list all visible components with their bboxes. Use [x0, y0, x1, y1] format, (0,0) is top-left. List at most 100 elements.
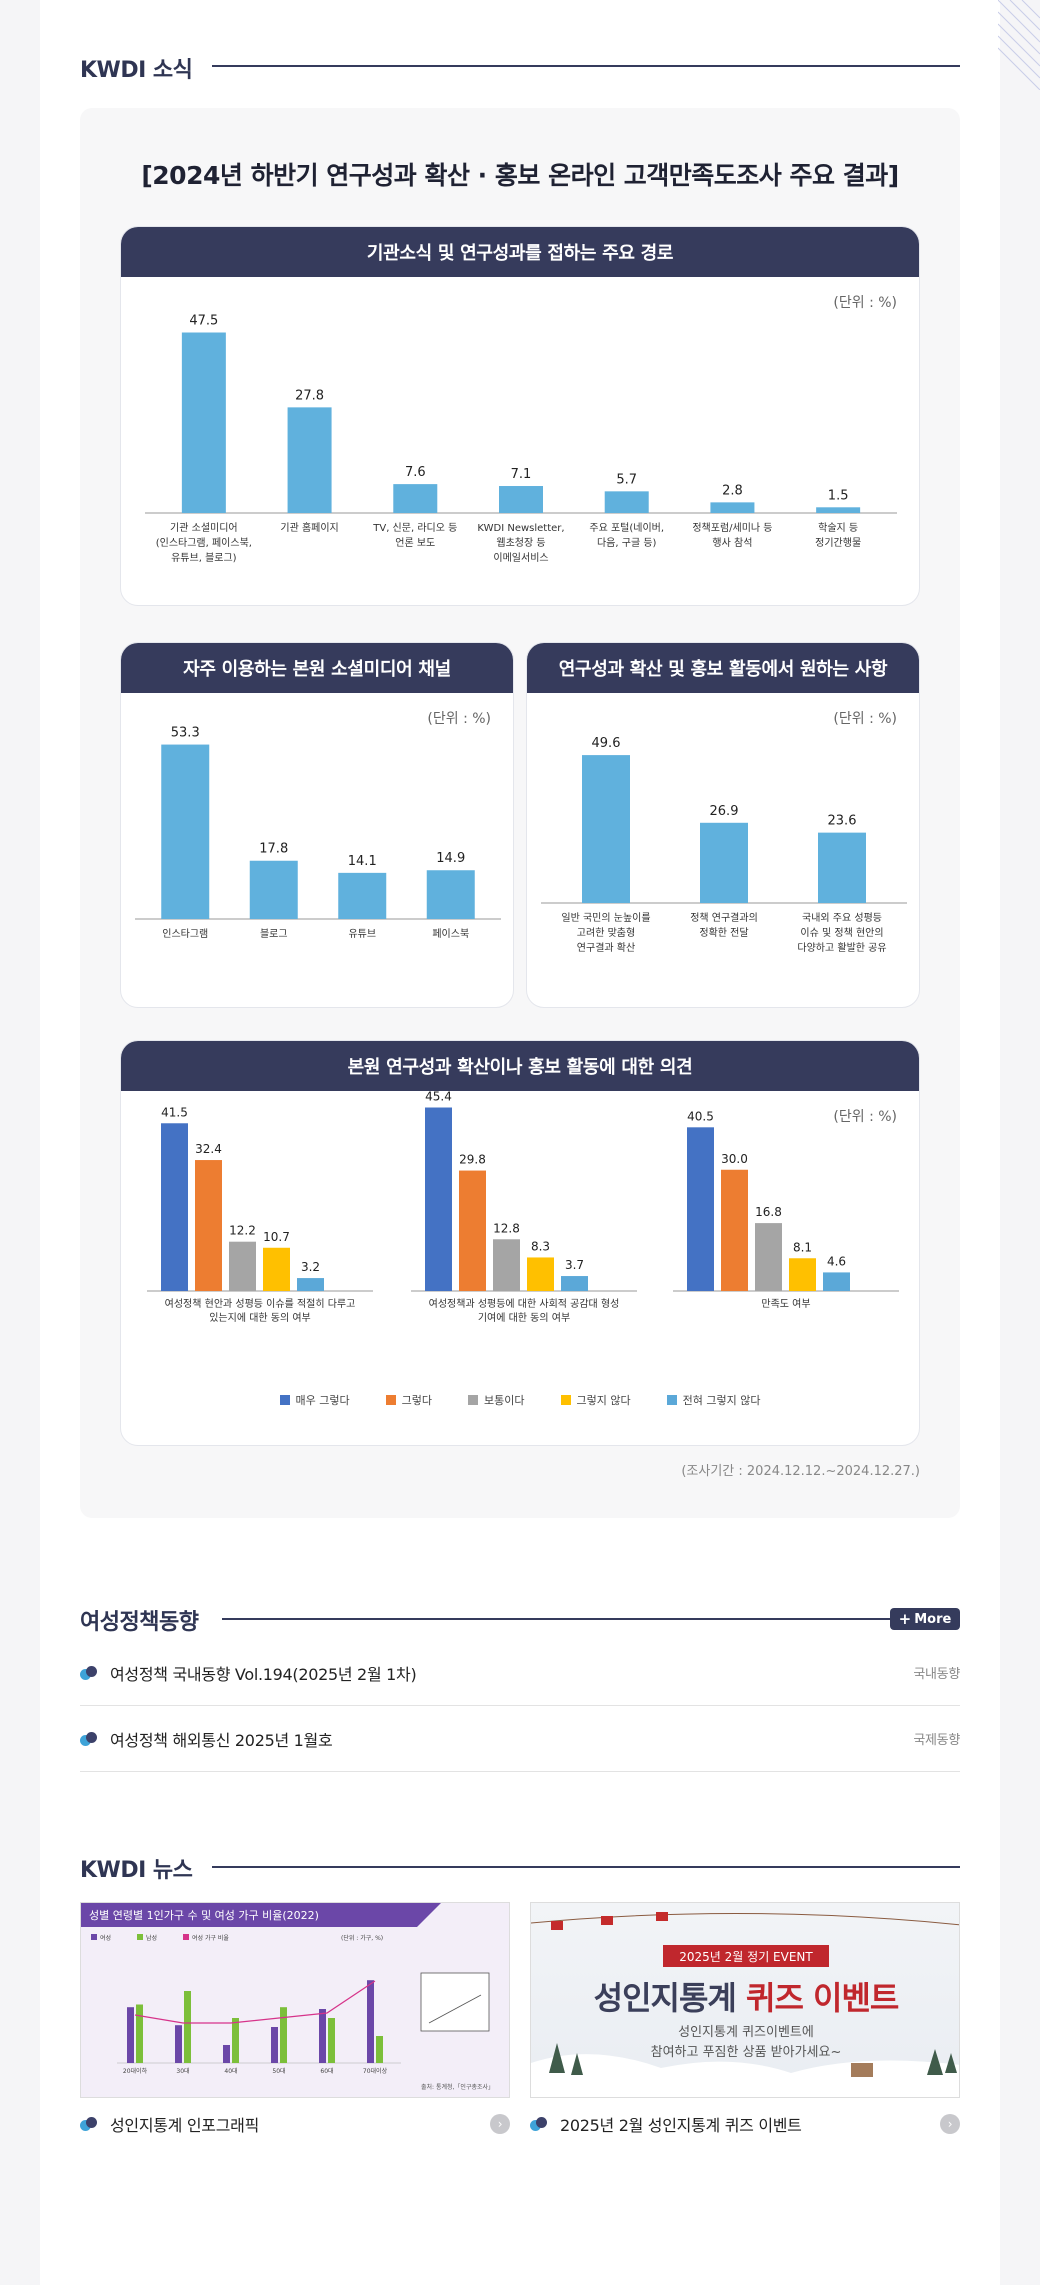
data-label: 7.1 [511, 467, 532, 482]
legend-item: 그렇다 [385, 1392, 432, 1408]
data-label: 23.6 [828, 814, 857, 829]
more-button[interactable]: + More [890, 1608, 960, 1630]
card-main-channel: 기관소식 및 연구성과를 접하는 주요 경로 (단위 : %) 47.5 기관 소셜… [120, 226, 920, 606]
data-label: 2.8 [722, 483, 743, 498]
policy-item-category: 국제동향 [913, 1733, 960, 1748]
bar [721, 1169, 748, 1291]
bullet-icon [80, 1665, 98, 1680]
event-subtext-1: 성인지통계 퀴즈이벤트에 [678, 2025, 814, 2040]
bar [287, 407, 332, 513]
category-label: 다음, 구글 등) [597, 537, 657, 549]
section-divider [212, 1866, 960, 1868]
news-caption[interactable]: 2025년 2월 성인지통계 퀴즈 이벤트 [560, 2116, 802, 2135]
event-subtext-2: 참여하고 푸짐한 상품 받아가세요~ [650, 2045, 842, 2060]
bar [338, 872, 387, 919]
category-label: TV, 신문, 라디오 등 [372, 522, 457, 534]
room-illustration [420, 1972, 490, 2032]
bar [582, 755, 630, 903]
news-caption[interactable]: 성인지통계 인포그래픽 [110, 2116, 259, 2135]
bar [818, 832, 866, 903]
chevron-right-icon[interactable]: › [940, 2114, 960, 2134]
chart-social-channel: (단위 : %) 53.3 인스타그램 17.8 블로그 14.1 유튜브 14.9 페이스북 [135, 711, 501, 940]
data-label: 8.3 [531, 1239, 550, 1253]
bar [393, 484, 438, 513]
infographic-thumbnail[interactable]: 성별 연령별 1인가구 수 및 여성 가구 비율(2022) 여성 남성 여성 가구 … [80, 1902, 510, 2098]
thumb-title: 성별 연령별 1인가구 수 및 여성 가구 비율(2022) [89, 1909, 319, 1922]
thumb-age-label: 70대이상 [363, 2067, 388, 2075]
category-label: KWDI Newsletter, [477, 523, 564, 534]
bar [604, 491, 649, 513]
survey-results-panel: [2024년 하반기 연구성과 확산 · 홍보 온라인 고객만족도조사 주요 결… [80, 108, 960, 1518]
category-label: 페이스북 [432, 928, 469, 940]
thumb-title-bar [81, 1903, 441, 1927]
policy-item-title[interactable]: 여성정책 해외통신 2025년 1월호 [110, 1730, 333, 1750]
news-card-quiz-event[interactable]: 2025년 2월 정기 EVENT 성인지통계 퀴즈 이벤트 성인지통계 퀴즈이… [530, 1902, 960, 2136]
data-label: 41.5 [161, 1105, 188, 1119]
data-label: 4.6 [827, 1254, 846, 1268]
legend-item: 그렇지 않다 [560, 1392, 631, 1408]
legend-item: 보통이다 [468, 1392, 525, 1408]
event-headline: 성인지통계 퀴즈 이벤트 [593, 1979, 900, 2017]
bar [229, 1241, 256, 1291]
card-opinion: 본원 연구성과 확산이나 홍보 활동에 대한 의견 (단위 : %) 41.5 32… [120, 1040, 920, 1446]
quiz-event-thumbnail[interactable]: 2025년 2월 정기 EVENT 성인지통계 퀴즈 이벤트 성인지통계 퀴즈이… [530, 1902, 960, 2098]
category-label: 블로그 [260, 928, 288, 940]
bar [297, 1278, 324, 1291]
survey-title: [2024년 하반기 연구성과 확산 · 홍보 온라인 고객만족도조사 주요 결… [141, 161, 899, 190]
category-label: 기관 홈페이지 [280, 521, 338, 534]
card-social-channel: 자주 이용하는 본원 소셜미디어 채널 (단위 : %) 53.3 인스타그램 17.… [120, 642, 514, 1008]
thumb-bar-female [367, 1980, 374, 2063]
unit-label: (단위 : %) [833, 295, 897, 311]
legend-item: 전혀 그렇지 않다 [666, 1392, 760, 1408]
bullet-icon [80, 2117, 98, 2131]
thumb-age-label: 40대 [224, 2067, 237, 2075]
chevron-right-icon[interactable]: › [490, 2114, 510, 2134]
bar [499, 486, 543, 513]
category-label: 연구결과 확산 [577, 942, 635, 954]
bar [789, 1258, 816, 1291]
policy-list-item[interactable]: 여성정책 국내동향 Vol.194(2025년 2월 1차) 국내동향 [80, 1640, 960, 1706]
thumb-bar-male [328, 2018, 335, 2063]
data-label: 10.7 [263, 1230, 290, 1244]
bar [181, 332, 226, 513]
policy-item-title[interactable]: 여성정책 국내동향 Vol.194(2025년 2월 1차) [110, 1664, 417, 1684]
thumb-age-label: 30대 [176, 2067, 189, 2075]
data-label: 12.2 [229, 1224, 256, 1238]
policy-list-item[interactable]: 여성정책 해외통신 2025년 1월호 국제동향 [80, 1706, 960, 1772]
bar [425, 1107, 452, 1291]
category-label: 정책포럼/세미나 등 [692, 521, 772, 534]
data-label: 12.8 [493, 1221, 520, 1235]
room-illustration-line [428, 1994, 482, 2024]
thumb-bar-female [127, 2007, 134, 2063]
bar [161, 744, 210, 919]
thumb-unit: (단위 : 가구, %) [341, 1934, 383, 1942]
data-label: 14.1 [348, 854, 377, 869]
thumb-legend-swatch [137, 1934, 143, 1940]
thumb-bar-female [271, 2027, 278, 2063]
chart-opinion: (단위 : %) 41.5 32.4 12.2 10.7 3.2 여성정책 현안과 성평등 … [147, 1091, 899, 1324]
bullet-icon [80, 1731, 98, 1746]
policy-list: 여성정책 국내동향 Vol.194(2025년 2월 1차) 국내동향 여성정책… [80, 1640, 960, 1772]
category-label: 기관 소셜미디어 [170, 522, 238, 534]
bullet-icon [530, 2117, 548, 2131]
bar [263, 1247, 290, 1291]
section-title-kwdi-news-feed: KWDI 소식 [80, 58, 193, 83]
policy-item-category: 국내동향 [913, 1667, 960, 1682]
thumb-source: 출처: 통계청,「인구총조사」 [421, 2083, 494, 2091]
data-label: 27.8 [295, 388, 324, 403]
category-label: 정확한 전달 [699, 927, 748, 939]
thumb-bar-male [184, 1991, 191, 2063]
plus-icon: + [898, 1610, 912, 1628]
thumb-legend-label: 여성 가구 비율 [192, 1934, 229, 1942]
data-label: 49.6 [592, 736, 621, 751]
data-label: 53.3 [171, 726, 200, 741]
bar [816, 507, 861, 513]
data-label: 47.5 [189, 314, 218, 329]
data-label: 32.4 [195, 1142, 222, 1156]
data-label: 30.0 [721, 1152, 748, 1166]
news-card-infographic[interactable]: 성별 연령별 1인가구 수 및 여성 가구 비율(2022) 여성 남성 여성 가구 … [80, 1902, 510, 2136]
card-wanted-activities: 연구성과 확산 및 홍보 활동에서 원하는 사항 (단위 : %) 49.6 일반 … [526, 642, 920, 1008]
card-title: 연구성과 확산 및 홍보 활동에서 원하는 사항 [527, 643, 919, 693]
bar [195, 1160, 222, 1291]
data-label: 16.8 [755, 1205, 782, 1219]
